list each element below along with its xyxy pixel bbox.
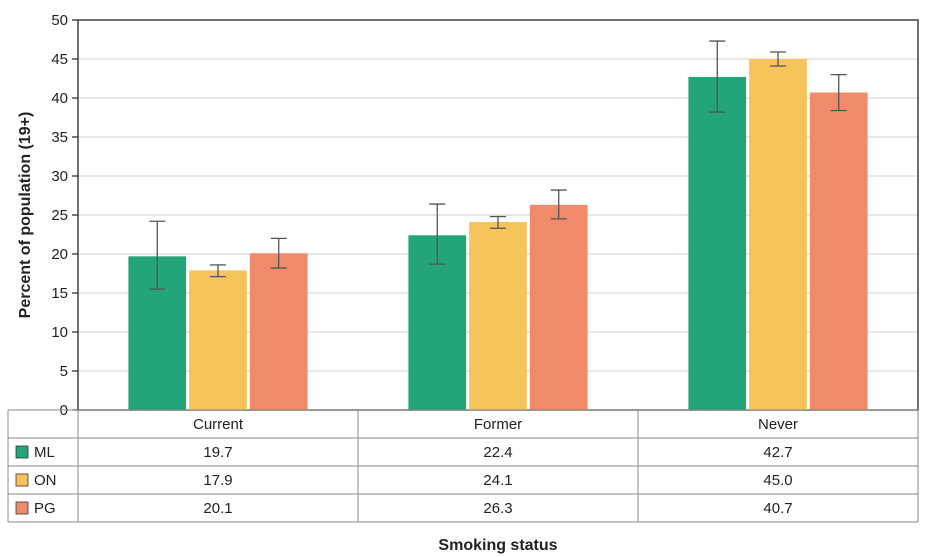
y-tick-label: 10 (51, 324, 68, 341)
legend-label: PG (34, 500, 56, 517)
y-tick-label: 35 (51, 129, 68, 146)
y-tick-label: 50 (51, 12, 68, 29)
table-value: 22.4 (483, 444, 512, 461)
x-axis-label: Smoking status (438, 537, 557, 554)
legend-label: ML (34, 444, 55, 461)
bar-chart-svg: 05101520253035404550Percent of populatio… (0, 0, 930, 557)
legend-swatch-ML (16, 446, 28, 458)
category-label: Never (758, 416, 798, 433)
table-value: 26.3 (483, 500, 512, 517)
legend-swatch-ON (16, 474, 28, 486)
y-tick-label: 30 (51, 168, 68, 185)
data-table: Current Former Never ML 19.7 22.4 42.7 ON 17.9 24… (8, 410, 918, 522)
y-tick-label: 25 (51, 207, 68, 224)
table-value: 40.7 (763, 500, 792, 517)
y-tick-label: 15 (51, 285, 68, 302)
legend-label: ON (34, 472, 57, 489)
chart-container: 05101520253035404550Percent of populatio… (0, 0, 930, 557)
table-value: 24.1 (483, 472, 512, 489)
bar-PG-current (250, 253, 308, 410)
y-axis-label: Percent of population (19+) (17, 112, 34, 319)
bar-ON-never (749, 59, 807, 410)
table-value: 19.7 (203, 444, 232, 461)
bars-group (128, 59, 867, 410)
table-value: 42.7 (763, 444, 792, 461)
table-value: 17.9 (203, 472, 232, 489)
y-tick-label: 45 (51, 51, 68, 68)
bar-ON-current (189, 270, 247, 410)
y-tick-label: 40 (51, 90, 68, 107)
table-value: 20.1 (203, 500, 232, 517)
bar-PG-never (810, 93, 868, 410)
y-tick-label: 5 (60, 363, 68, 380)
y-tick-label: 20 (51, 246, 68, 263)
bar-PG-former (530, 205, 588, 410)
bar-ML-never (688, 77, 746, 410)
category-label: Former (474, 416, 522, 433)
bar-ON-former (469, 222, 527, 410)
table-value: 45.0 (763, 472, 792, 489)
category-label: Current (193, 416, 244, 433)
legend-swatch-PG (16, 502, 28, 514)
